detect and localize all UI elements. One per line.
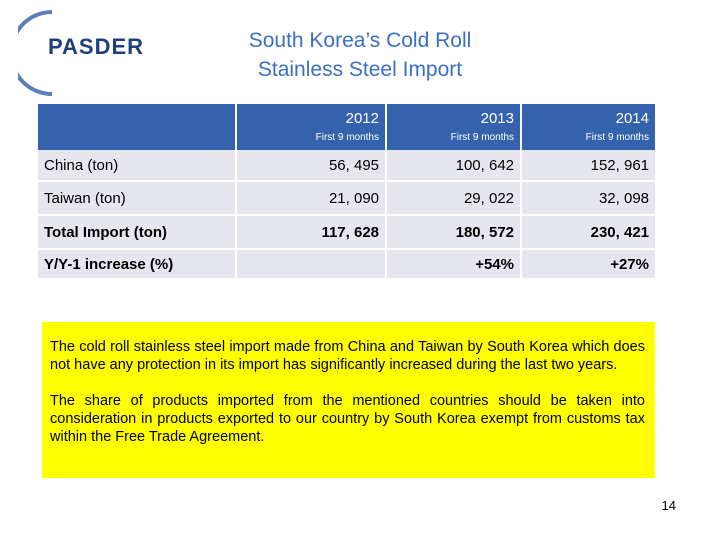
header-cell: 2014 First 9 months [522, 104, 655, 150]
row-label: China (ton) [38, 150, 235, 180]
year: 2013 [480, 110, 514, 127]
year: 2014 [615, 110, 649, 127]
logo: PASDER [48, 34, 145, 59]
value-cell: 152, 961 [522, 150, 655, 180]
value-cell: +27% [522, 250, 655, 278]
value-cell: 100, 642 [387, 150, 520, 180]
page-number: 14 [661, 498, 676, 513]
header-cell: 2013 First 9 months [387, 104, 520, 150]
paragraph: The cold roll stainless steel import mad… [50, 339, 645, 373]
paragraph: The share of products imported from the … [50, 393, 645, 445]
value-cell: 56, 495 [237, 150, 385, 180]
header-cell: 2012 First 9 months [237, 104, 385, 150]
period: First 9 months [315, 132, 379, 143]
row-label: Total Import (ton) [38, 216, 235, 248]
header-cell [38, 104, 235, 150]
year: 2012 [345, 110, 379, 127]
title-line: Stainless Steel Import [257, 58, 463, 81]
value-cell: +54% [387, 250, 520, 278]
value-cell: 230, 421 [522, 216, 655, 248]
title: South Korea’s Cold Roll Stainless Steel … [200, 26, 520, 84]
value-cell: 21, 090 [237, 182, 385, 214]
logo-arc [18, 10, 53, 96]
value-cell: 32, 098 [522, 182, 655, 214]
note-box: The cold roll stainless steel import mad… [42, 322, 655, 478]
value-cell: 180, 572 [387, 216, 520, 248]
value-cell [237, 250, 385, 278]
row-label: Taiwan (ton) [38, 182, 235, 214]
value-cell: 29, 022 [387, 182, 520, 214]
value-cell: 117, 628 [237, 216, 385, 248]
period: First 9 months [450, 132, 514, 143]
period: First 9 months [585, 132, 649, 143]
title-line: South Korea’s Cold Roll [248, 29, 472, 52]
row-label: Y/Y-1 increase (%) [38, 250, 235, 278]
